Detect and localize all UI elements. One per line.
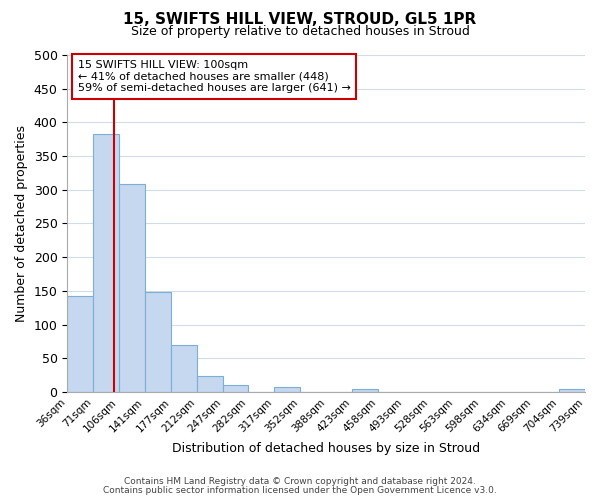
Text: 15, SWIFTS HILL VIEW, STROUD, GL5 1PR: 15, SWIFTS HILL VIEW, STROUD, GL5 1PR — [124, 12, 476, 28]
Text: 15 SWIFTS HILL VIEW: 100sqm
← 41% of detached houses are smaller (448)
59% of se: 15 SWIFTS HILL VIEW: 100sqm ← 41% of det… — [77, 60, 350, 94]
X-axis label: Distribution of detached houses by size in Stroud: Distribution of detached houses by size … — [172, 442, 480, 455]
Bar — [559, 388, 585, 392]
Text: Contains HM Land Registry data © Crown copyright and database right 2024.: Contains HM Land Registry data © Crown c… — [124, 477, 476, 486]
Bar — [171, 345, 197, 392]
Y-axis label: Number of detached properties: Number of detached properties — [15, 125, 28, 322]
Bar — [352, 388, 378, 392]
Bar — [67, 296, 93, 392]
Text: Size of property relative to detached houses in Stroud: Size of property relative to detached ho… — [131, 25, 469, 38]
Bar — [119, 184, 145, 392]
Text: Contains public sector information licensed under the Open Government Licence v3: Contains public sector information licen… — [103, 486, 497, 495]
Bar — [93, 134, 119, 392]
Bar — [197, 376, 223, 392]
Bar — [274, 386, 300, 392]
Bar — [145, 292, 171, 392]
Bar — [223, 385, 248, 392]
